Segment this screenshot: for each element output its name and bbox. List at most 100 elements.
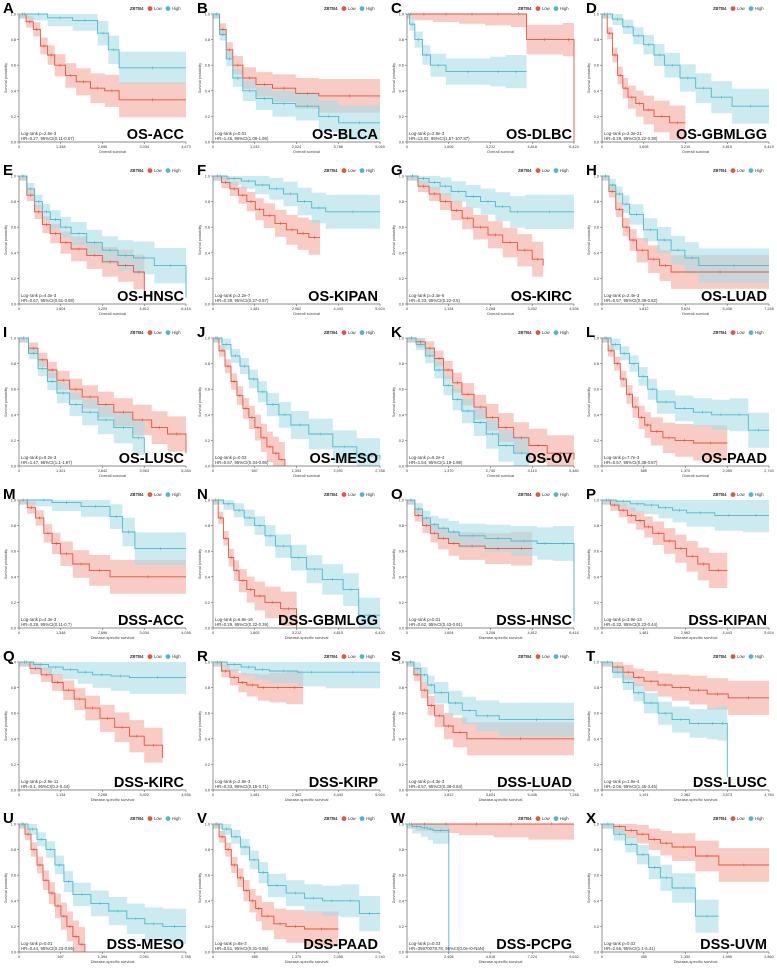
x-tick-label: 4,816 — [486, 955, 496, 959]
y-axis-label: Survival probability — [587, 711, 591, 741]
km-plot: 0.0 0.2 0.4 0.6 0.8 1.0 0 1,604 3,208 4,812 6,416 Z… — [392, 492, 579, 640]
legend-title: ZBTB4 — [713, 6, 727, 11]
y-tick-label: 1.0 — [205, 337, 210, 341]
panel-dss-pcpg: W 0.0 0.2 0.4 0.6 0.8 1.0 0 2,408 4,816 7,224 9,632… — [388, 810, 582, 972]
x-tick-label: 6,416 — [569, 631, 579, 635]
x-axis-label: Overall survival — [682, 149, 709, 154]
y-tick-label: 0.8 — [399, 38, 404, 42]
legend: ZBTB4 Low High — [130, 6, 181, 11]
y-tick-label: 0.4 — [11, 251, 16, 255]
panel-letter: E — [3, 162, 14, 179]
y-tick-label: 0.6 — [594, 64, 599, 68]
x-tick-label: 2,268 — [98, 793, 108, 797]
y-tick-label: 0.2 — [11, 277, 16, 281]
hazard-ratio: HR=1.54, 95%CI(1.19-1.98) — [409, 460, 463, 465]
y-axis-label: Survival probability — [587, 549, 591, 579]
y-tick-label: 0.8 — [399, 200, 404, 204]
legend-high-label: High — [366, 6, 375, 11]
high-ci-band — [407, 662, 574, 738]
logrank-p: Log-rank p=2.6e-3 — [21, 131, 57, 136]
x-tick-label: 2,740 — [764, 469, 774, 473]
legend-high-label: High — [560, 816, 569, 821]
legend: ZBTB4 Low High — [130, 816, 181, 821]
y-tick-label: 0.0 — [594, 951, 599, 955]
y-tick-label: 0.0 — [594, 789, 599, 793]
y-tick-label: 1.0 — [205, 175, 210, 179]
y-tick-label: 0.4 — [594, 413, 599, 417]
x-tick-label: 0 — [18, 469, 20, 473]
y-axis-label: Survival probability — [4, 387, 8, 417]
legend-high-label: High — [172, 330, 181, 335]
x-tick-label: 3,624 — [486, 793, 496, 797]
y-tick-label: 1.0 — [11, 337, 16, 341]
panel-title: DSS-KIRC — [114, 775, 185, 791]
hazard-ratio: HR=0.67, 95%CI(0.51-0.88) — [21, 298, 75, 303]
high-survival-line — [602, 337, 769, 431]
x-tick-label: 3,786 — [333, 145, 343, 149]
km-plot: 0.0 0.2 0.4 0.6 0.8 1.0 0 1,606 3,212 4,818 6,424 Z… — [392, 6, 579, 154]
high-survival-line — [602, 175, 769, 267]
panel-os-gbmlgg: D 0.0 0.2 0.4 0.6 0.8 1.0 0 1,608 3,210 4,815 6,419… — [583, 0, 777, 162]
legend: ZBTB4 Low High — [713, 168, 764, 173]
x-tick-label: 3,573 — [722, 793, 732, 797]
legend-low-label: Low — [542, 330, 551, 335]
legend-high-marker — [359, 168, 365, 173]
y-tick-label: 0.0 — [11, 303, 16, 307]
panel-title: OS-BLCA — [312, 127, 379, 143]
low-ci-band — [602, 14, 686, 142]
legend-high-marker — [553, 168, 559, 173]
panel-dss-paad: V 0.0 0.2 0.4 0.6 0.8 1.0 0 685 1,370 2,055 2,740 ZB… — [194, 810, 388, 972]
legend-high-marker — [748, 6, 754, 11]
y-tick-label: 0.2 — [205, 601, 210, 605]
y-tick-label: 0.4 — [205, 413, 210, 417]
x-tick-label: 3,210 — [681, 145, 691, 149]
high-ci-band — [213, 824, 380, 933]
y-axis-label: Survival probability — [392, 63, 396, 93]
legend-title: ZBTB4 — [518, 330, 532, 335]
x-tick-label: 0 — [601, 307, 603, 311]
y-tick-label: 0.4 — [594, 899, 599, 903]
logrank-p: Log-rank p=8.2e-4 — [409, 455, 445, 460]
y-tick-label: 1.0 — [594, 175, 599, 179]
y-tick-label: 0.2 — [594, 601, 599, 605]
logrank-p: Log-rank p=4.3e-3 — [21, 617, 57, 622]
km-plot: 0.0 0.2 0.4 0.6 0.8 1.0 0 1,812 3,624 5,436 7,248 Z… — [587, 168, 774, 316]
panel-os-lusc: I 0.0 0.2 0.4 0.6 0.8 1.0 0 1,321 2,642 3,963 5,284… — [0, 324, 194, 486]
y-tick-label: 0.0 — [205, 141, 210, 145]
y-tick-label: 0.8 — [399, 686, 404, 690]
km-plot: 0.0 0.2 0.4 0.6 0.8 1.0 0 1,348 2,696 3,034 4,036 Z… — [4, 492, 191, 640]
x-tick-label: 1,330 — [681, 955, 691, 959]
high-survival-line — [213, 337, 381, 460]
y-tick-label: 0.2 — [399, 277, 404, 281]
panel-title: DSS-MESO — [107, 937, 184, 953]
x-tick-label: 1,348 — [56, 145, 66, 149]
x-tick-label: 1,321 — [56, 469, 66, 473]
x-tick-label: 4,443 — [333, 307, 343, 311]
panel-os-meso: J 0.0 0.2 0.4 0.6 0.8 1.0 0 697 1,394 2,091 2,788 ZB… — [194, 324, 388, 486]
low-ci-band — [602, 338, 728, 462]
legend-title: ZBTB4 — [130, 492, 144, 497]
logrank-p: Log-rank p=2.9e-3 — [409, 131, 445, 136]
high-ci-band — [602, 14, 769, 125]
km-plot: 0.0 0.2 0.4 0.6 0.8 1.0 0 1,481 2,962 4,443 5,924 Z… — [587, 492, 774, 640]
y-tick-label: 0.4 — [11, 575, 16, 579]
x-tick-label: 0 — [212, 307, 214, 311]
x-tick-label: 685 — [641, 469, 647, 473]
legend-low-marker — [147, 492, 153, 497]
panel-os-paad: L 0.0 0.2 0.4 0.6 0.8 1.0 0 685 1,370 2,055 2,740 ZB… — [583, 324, 777, 486]
logrank-p: Log-rank p=2.4e-3 — [604, 293, 640, 298]
panel-title: DSS-LUAD — [497, 775, 572, 791]
high-survival-line — [407, 823, 450, 952]
high-survival-line — [213, 499, 380, 616]
x-tick-label: 5,049 — [375, 145, 385, 149]
legend-high-label: High — [172, 168, 181, 173]
legend-high-label: High — [560, 492, 569, 497]
panel-dss-acc: M 0.0 0.2 0.4 0.6 0.8 1.0 0 1,348 2,696 3,034 4,036… — [0, 486, 194, 648]
y-tick-label: 0.2 — [205, 439, 210, 443]
x-tick-label: 5,436 — [527, 793, 537, 797]
y-tick-label: 0.2 — [205, 277, 210, 281]
x-tick-label: 1,394 — [98, 955, 108, 959]
high-survival-line — [213, 13, 380, 124]
x-tick-label: 2,740 — [486, 469, 496, 473]
legend-title: ZBTB4 — [713, 330, 727, 335]
